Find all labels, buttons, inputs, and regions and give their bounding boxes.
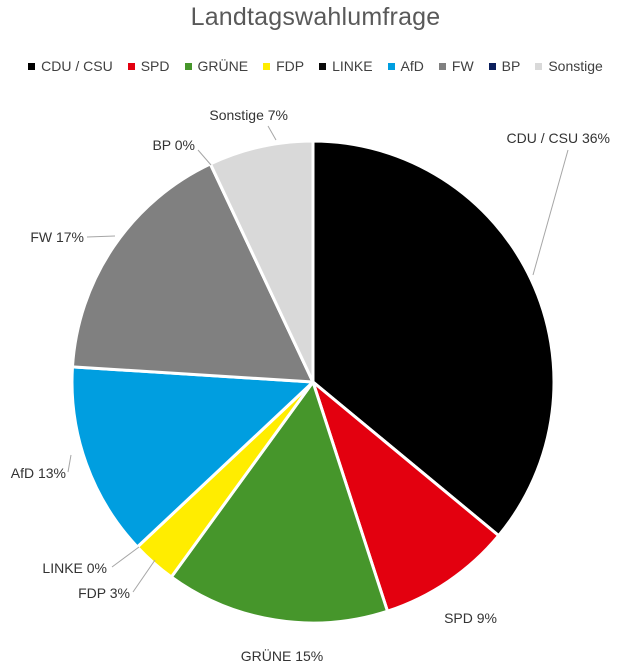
leader-line (86, 235, 116, 238)
chart-title: Landtagswahlumfrage (190, 3, 441, 31)
data-label-sonstige: Sonstige 7% (209, 107, 288, 123)
data-label-fdp: FDP 3% (78, 585, 130, 601)
legend-label: AfD (400, 58, 424, 74)
legend-item-cdu-csu: CDU / CSU (28, 56, 113, 76)
legend-swatch (535, 62, 543, 70)
data-label-fw: FW 17% (30, 229, 84, 245)
legend-label: CDU / CSU (41, 58, 113, 74)
legend-label: FW (451, 58, 474, 74)
legend-label: GRÜNE (197, 58, 249, 74)
legend-label: BP (501, 58, 521, 74)
legend-item-spd: SPD (127, 56, 170, 76)
legend-item-linke: LINKE (319, 56, 373, 76)
legend-item-fdp: FDP (263, 56, 304, 76)
legend-swatch (28, 62, 36, 70)
pie-slice-sonstige (208, 139, 315, 384)
legend-swatch (127, 62, 135, 70)
data-label-afd: AfD 13% (11, 465, 66, 481)
leader-line (111, 546, 140, 568)
legend-swatch (488, 62, 496, 70)
legend-label: LINKE (332, 58, 373, 74)
legend-swatch (184, 62, 192, 70)
pie-slice-afd (70, 365, 315, 549)
legend-item-bp: BP (488, 56, 521, 76)
legend-swatch (319, 62, 327, 70)
legend-label: FDP (276, 58, 305, 74)
chart-legend: CDU / CSU SPD GRÜNE FDP LINKE AfD FW BP … (0, 56, 631, 76)
leader-line (267, 125, 277, 141)
legend-swatch (263, 62, 271, 70)
data-label-spd: SPD 9% (444, 610, 497, 626)
leader-line (197, 149, 212, 166)
legend-item-gruene: GRÜNE (184, 56, 249, 76)
pie-slice-spd (311, 380, 501, 613)
legend-label: Sonstige (548, 58, 603, 74)
leader-line (132, 559, 156, 593)
legend-item-fw: FW (438, 56, 474, 76)
legend-item-sonstige: Sonstige (535, 56, 603, 76)
leader-line (532, 149, 569, 276)
pie-slice-gr-ne (169, 380, 389, 625)
legend-swatch (387, 62, 395, 70)
legend-label: SPD (140, 58, 170, 74)
legend-swatch (438, 62, 446, 70)
pie-slice-fw (70, 162, 315, 384)
leader-line (67, 454, 72, 473)
data-label-linke: LINKE 0% (42, 560, 107, 576)
legend-item-afd: AfD (387, 56, 424, 76)
data-label-bp: BP 0% (152, 137, 195, 153)
data-label-cdu-csu: CDU / CSU 36% (507, 130, 610, 146)
data-label-gr-ne: GRÜNE 15% (241, 647, 323, 664)
pie-slice-cdu-csu (311, 139, 556, 538)
